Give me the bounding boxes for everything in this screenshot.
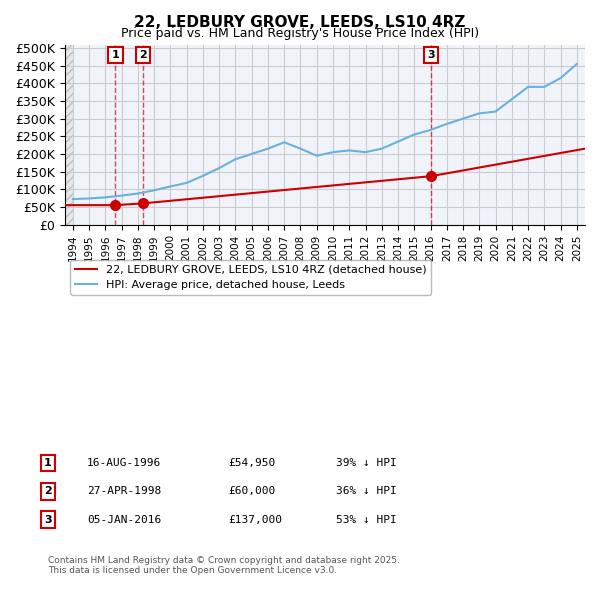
- Text: 2: 2: [44, 487, 52, 496]
- Text: 1: 1: [112, 50, 119, 60]
- Text: 36% ↓ HPI: 36% ↓ HPI: [336, 487, 397, 496]
- Text: 1: 1: [44, 458, 52, 468]
- Text: 53% ↓ HPI: 53% ↓ HPI: [336, 515, 397, 525]
- Text: 05-JAN-2016: 05-JAN-2016: [87, 515, 161, 525]
- Text: 3: 3: [44, 515, 52, 525]
- Text: 2: 2: [139, 50, 147, 60]
- Text: 16-AUG-1996: 16-AUG-1996: [87, 458, 161, 468]
- Text: 27-APR-1998: 27-APR-1998: [87, 487, 161, 496]
- Text: Price paid vs. HM Land Registry's House Price Index (HPI): Price paid vs. HM Land Registry's House …: [121, 27, 479, 40]
- Text: 39% ↓ HPI: 39% ↓ HPI: [336, 458, 397, 468]
- Text: 3: 3: [427, 50, 434, 60]
- Text: £137,000: £137,000: [228, 515, 282, 525]
- Legend: 22, LEDBURY GROVE, LEEDS, LS10 4RZ (detached house), HPI: Average price, detache: 22, LEDBURY GROVE, LEEDS, LS10 4RZ (deta…: [70, 260, 431, 294]
- Text: 22, LEDBURY GROVE, LEEDS, LS10 4RZ: 22, LEDBURY GROVE, LEEDS, LS10 4RZ: [134, 15, 466, 30]
- Text: £60,000: £60,000: [228, 487, 275, 496]
- Text: £54,950: £54,950: [228, 458, 275, 468]
- Text: Contains HM Land Registry data © Crown copyright and database right 2025.
This d: Contains HM Land Registry data © Crown c…: [48, 556, 400, 575]
